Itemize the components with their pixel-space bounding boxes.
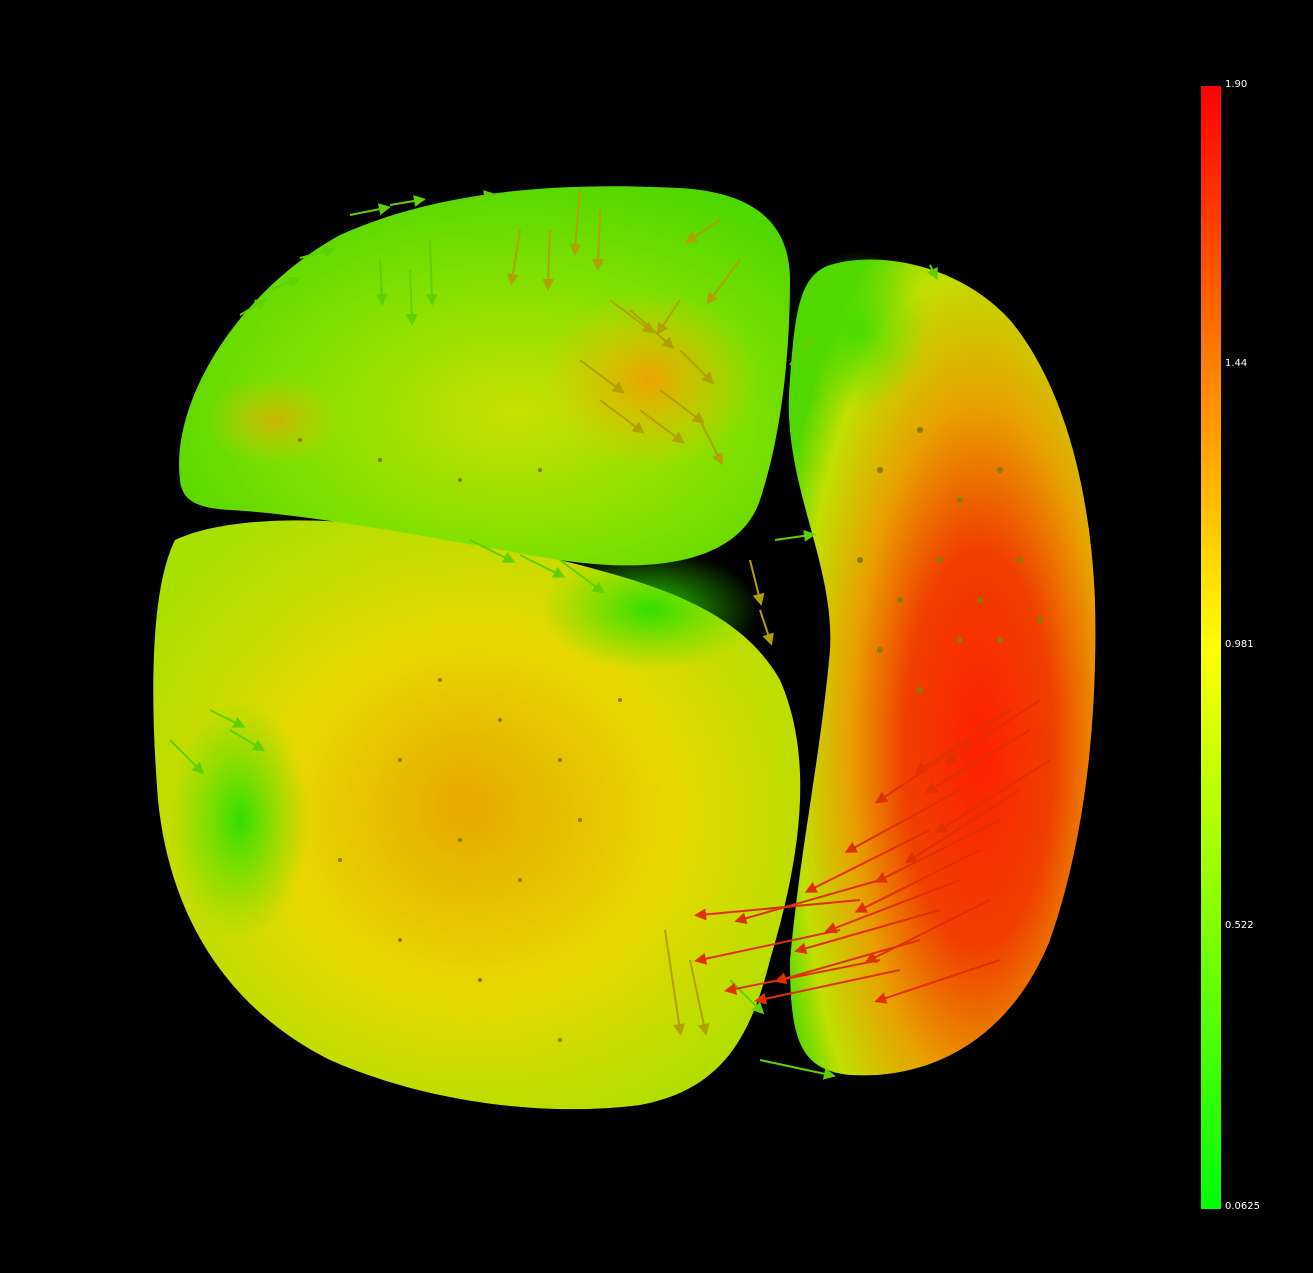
right-lobe — [788, 250, 1096, 1076]
colorbar-label-2: 0.981 — [1225, 639, 1254, 650]
colorbar-label-3: 0.522 — [1225, 920, 1254, 931]
vector-glyphs — [169, 189, 1051, 1080]
colorbar-label-max: 1.90 — [1225, 79, 1248, 90]
colorbar-label-1: 1.44 — [1225, 358, 1248, 369]
top-left-lobe — [179, 186, 790, 566]
colorbar-label-min: 0.0625 — [1225, 1201, 1260, 1212]
bottom-left-lobe — [153, 520, 801, 1110]
color-scale-bar — [1201, 86, 1221, 1209]
